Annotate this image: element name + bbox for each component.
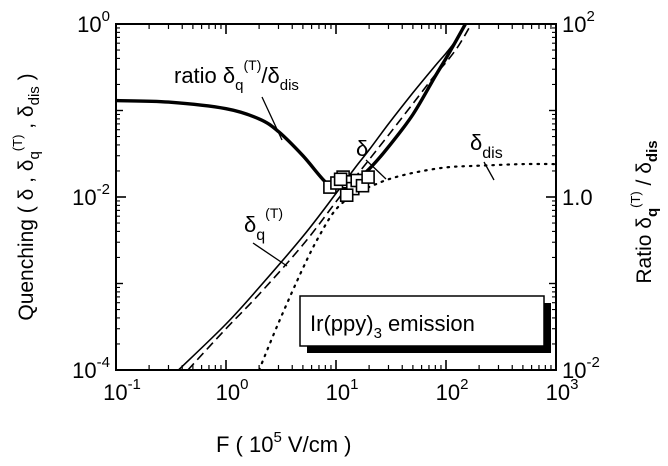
ratio-annotation-sup: (T) [244, 57, 262, 73]
delta-q-sub: q [256, 227, 265, 244]
y2-axis-label: Ratio δq(T) / δdis [628, 140, 661, 283]
ratio-annotation-sub: q [235, 77, 243, 94]
data-marker [341, 189, 353, 201]
y2-tick-label-base: 10 [562, 358, 586, 383]
y-tick-label: 100 [77, 8, 110, 37]
delta-dis-base: δ [470, 130, 482, 155]
delta-annotation: δ [356, 136, 368, 161]
legend-box-post: emission [382, 311, 475, 336]
y2-axis-label-dis: dis [644, 140, 661, 162]
data-marker [335, 173, 347, 185]
y-tick-label-exp: -4 [97, 354, 110, 371]
x-tick-label-exp: 2 [460, 376, 468, 393]
y-axis-label-c: ) [15, 73, 38, 86]
x-tick-label-base: 10 [326, 380, 350, 405]
x-tick-label-exp: 1 [350, 376, 358, 393]
delta-q-sup: (T) [265, 205, 283, 221]
legend-box-sub: 3 [374, 325, 382, 342]
y2-tick-label: 1.0 [562, 185, 593, 210]
y-tick-label-base: 10 [72, 185, 96, 210]
delta-q-leader-line [253, 243, 287, 266]
y2-tick-label-base: 10 [562, 12, 586, 37]
ratio-annotation-sub2: dis [280, 77, 299, 94]
delta-q-base: δ [244, 212, 256, 237]
y2-tick-label: 102 [562, 8, 595, 37]
y-axis-label-a: Quenching ( δ , δ [15, 160, 38, 321]
ratio-annotation: ratio δq(T)/δdis [174, 57, 299, 94]
y-tick-label: 10-4 [72, 354, 110, 383]
delta-q-annotation: δq(T) [244, 205, 283, 244]
y-axis-label: Quenching ( δ , δq(T) , δdis ) [10, 73, 43, 320]
ratio-annotation-mid: /δ [261, 63, 279, 88]
y-axis-label-dis: dis [26, 86, 43, 105]
y-axis-label-q: q [26, 151, 43, 159]
ratio-leader-line [262, 97, 282, 140]
x-tick-label-base: 10 [103, 380, 127, 405]
y2-axis-label-a: Ratio δ [633, 217, 656, 284]
x-tick-label: 102 [436, 376, 469, 405]
y2-tick-label-exp: 2 [586, 8, 594, 25]
x-tick-label-exp: 0 [240, 376, 248, 393]
y2-axis-label-b: / δ [633, 162, 656, 191]
delta-dis-annotation: δdis [470, 130, 503, 162]
x-tick-label-base: 10 [216, 380, 240, 405]
y-tick-label-exp: 0 [102, 8, 110, 25]
y-tick-label-base: 10 [72, 358, 96, 383]
x-tick-label: 101 [326, 376, 359, 405]
x-axis-label: F ( 105 V/cm ) [216, 429, 351, 457]
x-axis-label-pre: F ( 10 [216, 432, 273, 457]
x-tick-label-base: 10 [546, 380, 570, 405]
data-marker [362, 171, 374, 183]
x-tick-label: 100 [216, 376, 249, 405]
ratio-curve [116, 24, 465, 186]
x-axis-label-sup: 5 [273, 429, 281, 446]
y2-tick-label-exp: -2 [586, 354, 599, 371]
y-tick-label: 10-2 [72, 181, 110, 210]
y-tick-label-base: 10 [77, 12, 101, 37]
legend-box-pre: Ir(ppy) [310, 311, 374, 336]
ratio-annotation-pre: ratio δ [174, 63, 235, 88]
markers-layer [324, 171, 374, 201]
y2-axis-label-q: q [644, 208, 661, 217]
x-tick-label: 10-1 [103, 376, 141, 405]
x-axis-label-post: V/cm ) [282, 432, 352, 457]
y2-tick-label: 10-2 [562, 354, 600, 383]
delta-dis-sub: dis [482, 145, 502, 162]
x-tick-label-exp: -1 [128, 376, 141, 393]
y-axis-label-t: (T) [10, 135, 25, 152]
y2-axis-label-t: (T) [628, 191, 643, 208]
y-axis-label-b: , δ [15, 105, 38, 134]
y-tick-label-exp: -2 [97, 181, 110, 198]
x-tick-label-base: 10 [436, 380, 460, 405]
